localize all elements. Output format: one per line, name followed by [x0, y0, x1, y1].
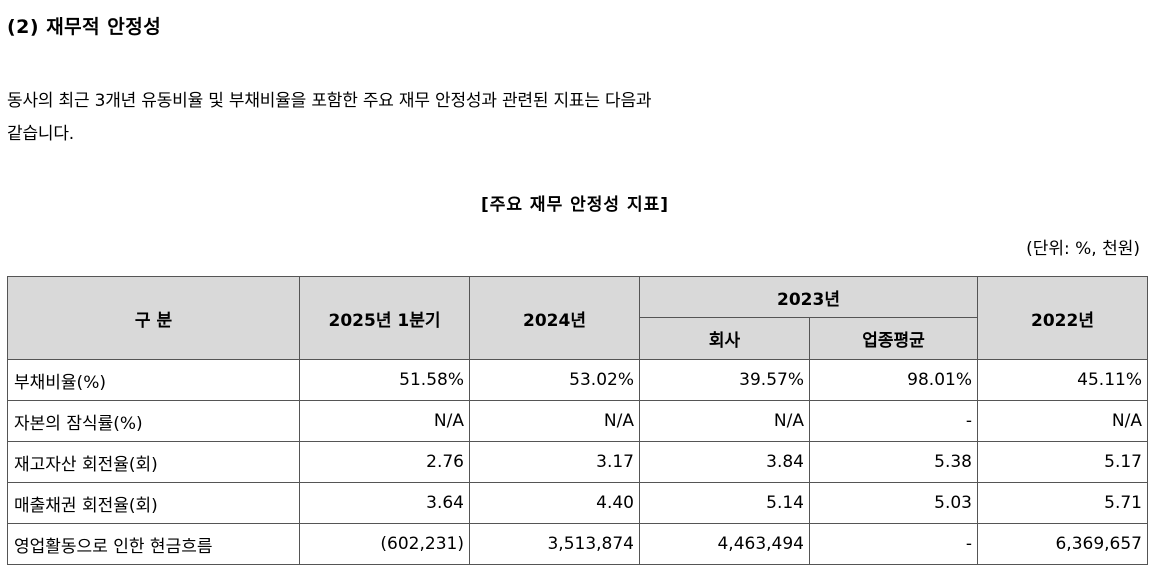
- row-label: 재고자산 회전율(회): [7, 441, 300, 483]
- table-row: 자본의 잠식률(%) N/A N/A N/A - N/A: [7, 400, 1148, 442]
- cell-2023-industry: 5.38: [809, 441, 978, 483]
- row-label: 자본의 잠식률(%): [7, 400, 300, 442]
- cell-2025-q1: N/A: [299, 400, 470, 442]
- header-2022: 2022년: [977, 276, 1148, 360]
- table-row: 재고자산 회전율(회) 2.76 3.17 3.84 5.38 5.17: [7, 441, 1148, 483]
- intro-paragraph-line1: 동사의 최근 3개년 유동비율 및 부채비율을 포함한 주요 재무 안정성과 관…: [7, 91, 652, 111]
- cell-2022: 5.17: [977, 441, 1148, 483]
- cell-2022: 45.11%: [977, 359, 1148, 401]
- cell-2023-company: 3.84: [639, 441, 810, 483]
- header-2023-industry-average: 업종평균: [809, 317, 978, 360]
- header-2025-q1: 2025년 1분기: [299, 276, 470, 360]
- cell-2023-company: 4,463,494: [639, 523, 810, 565]
- row-label: 부채비율(%): [7, 359, 300, 401]
- cell-2023-industry: -: [809, 400, 978, 442]
- table-title: [주요 재무 안정성 지표]: [480, 195, 670, 215]
- row-label: 매출채권 회전율(회): [7, 482, 300, 524]
- cell-2024: 4.40: [469, 482, 640, 524]
- section-heading: (2) 재무적 안정성: [7, 16, 162, 38]
- header-2024: 2024년: [469, 276, 640, 360]
- intro-paragraph-line2: 같습니다.: [7, 124, 74, 144]
- cell-2025-q1: 51.58%: [299, 359, 470, 401]
- cell-2025-q1: (602,231): [299, 523, 470, 565]
- table-row: 영업활동으로 인한 현금흐름 (602,231) 3,513,874 4,463…: [7, 523, 1148, 565]
- header-2023: 2023년: [639, 276, 978, 318]
- cell-2024: 3,513,874: [469, 523, 640, 565]
- row-label: 영업활동으로 인한 현금흐름: [7, 523, 300, 565]
- cell-2023-company: 39.57%: [639, 359, 810, 401]
- cell-2023-company: N/A: [639, 400, 810, 442]
- header-category: 구 분: [7, 276, 300, 360]
- table-row: 매출채권 회전율(회) 3.64 4.40 5.14 5.03 5.71: [7, 482, 1148, 524]
- cell-2023-company: 5.14: [639, 482, 810, 524]
- cell-2023-industry: 98.01%: [809, 359, 978, 401]
- cell-2025-q1: 3.64: [299, 482, 470, 524]
- cell-2024: N/A: [469, 400, 640, 442]
- cell-2024: 3.17: [469, 441, 640, 483]
- cell-2023-industry: 5.03: [809, 482, 978, 524]
- unit-note: (단위: %, 천원): [1026, 239, 1140, 259]
- cell-2022: N/A: [977, 400, 1148, 442]
- header-2023-company: 회사: [639, 317, 810, 360]
- table-row: 부채비율(%) 51.58% 53.02% 39.57% 98.01% 45.1…: [7, 359, 1148, 401]
- cell-2022: 5.71: [977, 482, 1148, 524]
- cell-2023-industry: -: [809, 523, 978, 565]
- cell-2024: 53.02%: [469, 359, 640, 401]
- cell-2025-q1: 2.76: [299, 441, 470, 483]
- financial-stability-table: 구 분 2025년 1분기 2024년 2023년 2022년 회사 업종평균 …: [7, 276, 1148, 565]
- cell-2022: 6,369,657: [977, 523, 1148, 565]
